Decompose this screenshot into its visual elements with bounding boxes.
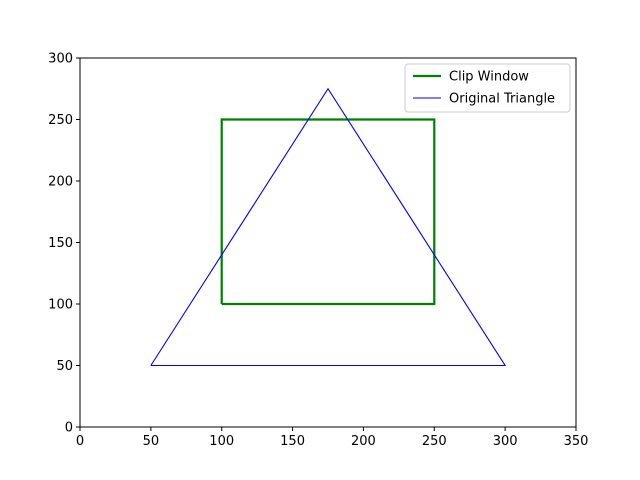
legend-entry-label: Clip Window <box>449 70 529 85</box>
x-tick-label: 150 <box>280 434 305 449</box>
series-layer <box>150 87 507 367</box>
x-tick-label: 300 <box>493 434 518 449</box>
series-line-clip-window <box>220 118 436 306</box>
y-tick-label: 200 <box>48 175 73 190</box>
x-tick-label: 50 <box>143 434 160 449</box>
x-tick-label: 100 <box>209 434 234 449</box>
y-axis: 0 50 100 150 200 250 300 <box>48 52 80 436</box>
series-line-original-triangle <box>150 87 507 367</box>
x-tick-label: 0 <box>76 434 84 449</box>
x-tick-label: 250 <box>422 434 447 449</box>
y-tick-label: 250 <box>48 113 73 128</box>
y-tick-label: 150 <box>48 236 73 251</box>
x-axis: 0 50 100 150 200 250 300 350 <box>76 427 589 449</box>
legend-entry-label: Original Triangle <box>449 92 555 107</box>
y-tick-label: 100 <box>48 298 73 313</box>
y-tick-label: 0 <box>65 421 73 436</box>
y-tick-label: 300 <box>48 52 73 67</box>
x-tick-label: 350 <box>564 434 589 449</box>
y-tick-label: 50 <box>56 359 73 374</box>
legend: Clip Window Original Triangle <box>404 63 571 113</box>
legend-box <box>404 63 571 113</box>
x-tick-label: 200 <box>351 434 376 449</box>
